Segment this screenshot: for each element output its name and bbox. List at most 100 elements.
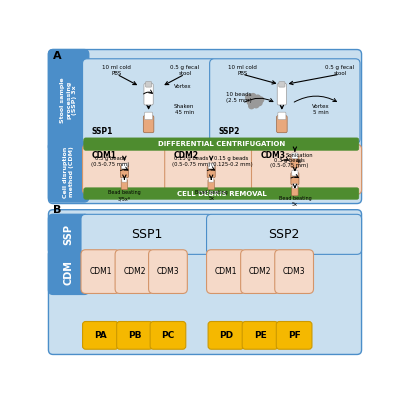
Text: 0.3 g beads
(0.5-0.75 mm): 0.3 g beads (0.5-0.75 mm) bbox=[91, 156, 130, 167]
Text: B: B bbox=[53, 205, 62, 215]
Text: Bead beating
5x: Bead beating 5x bbox=[195, 190, 228, 201]
FancyBboxPatch shape bbox=[48, 142, 89, 202]
Circle shape bbox=[252, 98, 257, 104]
FancyBboxPatch shape bbox=[277, 84, 286, 105]
FancyBboxPatch shape bbox=[48, 250, 89, 294]
Circle shape bbox=[255, 95, 260, 101]
FancyBboxPatch shape bbox=[121, 180, 128, 190]
Circle shape bbox=[253, 102, 259, 108]
FancyBboxPatch shape bbox=[241, 250, 279, 294]
Text: SSP1: SSP1 bbox=[92, 127, 113, 136]
Text: 0.3 g beads
(0.5-0.75 mm): 0.3 g beads (0.5-0.75 mm) bbox=[270, 158, 308, 168]
FancyBboxPatch shape bbox=[121, 163, 128, 169]
Text: 10 ml cold
PBS: 10 ml cold PBS bbox=[228, 65, 257, 76]
Text: 10 ml cold
PBS: 10 ml cold PBS bbox=[102, 65, 131, 76]
FancyBboxPatch shape bbox=[292, 186, 298, 196]
Text: SSP2: SSP2 bbox=[219, 127, 240, 136]
Text: 0.15 g beads
(0.125-0.2 mm): 0.15 g beads (0.125-0.2 mm) bbox=[210, 156, 252, 167]
FancyBboxPatch shape bbox=[146, 82, 152, 87]
FancyBboxPatch shape bbox=[207, 166, 215, 178]
Circle shape bbox=[251, 96, 257, 102]
FancyBboxPatch shape bbox=[292, 153, 298, 159]
FancyBboxPatch shape bbox=[82, 322, 118, 349]
Text: Sonication
4x: Sonication 4x bbox=[286, 153, 313, 164]
Text: SSP2: SSP2 bbox=[268, 228, 300, 241]
Text: SSP1: SSP1 bbox=[131, 228, 162, 241]
Text: Stool sample
processing
(SSP) 3x: Stool sample processing (SSP) 3x bbox=[60, 78, 77, 123]
Text: Bead beating
5x: Bead beating 5x bbox=[278, 196, 311, 207]
Text: CDM2: CDM2 bbox=[173, 150, 198, 160]
Text: PC: PC bbox=[161, 331, 174, 340]
Text: Shaken
45 min: Shaken 45 min bbox=[174, 104, 194, 115]
FancyBboxPatch shape bbox=[208, 163, 214, 169]
FancyBboxPatch shape bbox=[206, 214, 362, 254]
Text: DIFFERENTIAL CENTRIFUGATION: DIFFERENTIAL CENTRIFUGATION bbox=[158, 141, 286, 147]
Text: CDM3: CDM3 bbox=[260, 150, 285, 160]
FancyBboxPatch shape bbox=[48, 50, 362, 204]
FancyBboxPatch shape bbox=[48, 210, 362, 354]
FancyBboxPatch shape bbox=[120, 166, 128, 178]
Text: Vortex: Vortex bbox=[174, 84, 192, 89]
FancyBboxPatch shape bbox=[279, 82, 285, 87]
FancyBboxPatch shape bbox=[81, 250, 120, 294]
Text: 0.5 g fecal
stool: 0.5 g fecal stool bbox=[170, 65, 200, 76]
Text: 0.5 g fecal
stool: 0.5 g fecal stool bbox=[325, 65, 354, 76]
Text: CDM1: CDM1 bbox=[91, 150, 116, 160]
FancyBboxPatch shape bbox=[144, 84, 153, 105]
FancyBboxPatch shape bbox=[122, 178, 127, 182]
FancyBboxPatch shape bbox=[291, 155, 299, 168]
FancyBboxPatch shape bbox=[82, 59, 216, 144]
Text: CDM3: CDM3 bbox=[157, 267, 179, 276]
FancyBboxPatch shape bbox=[206, 250, 245, 294]
Text: Bead beating
3/5x*: Bead beating 3/5x* bbox=[108, 190, 141, 201]
Text: PB: PB bbox=[128, 331, 141, 340]
Circle shape bbox=[246, 94, 251, 100]
FancyBboxPatch shape bbox=[84, 188, 359, 199]
FancyBboxPatch shape bbox=[208, 180, 214, 190]
FancyBboxPatch shape bbox=[209, 178, 214, 182]
FancyBboxPatch shape bbox=[242, 322, 278, 349]
FancyBboxPatch shape bbox=[48, 214, 89, 254]
FancyBboxPatch shape bbox=[84, 138, 359, 150]
Text: Cell disruption
method (CDM): Cell disruption method (CDM) bbox=[63, 146, 74, 198]
FancyBboxPatch shape bbox=[252, 144, 362, 194]
Text: SSP: SSP bbox=[64, 224, 74, 245]
Circle shape bbox=[256, 100, 262, 106]
FancyBboxPatch shape bbox=[210, 59, 360, 144]
Text: PA: PA bbox=[94, 331, 107, 340]
Text: 0.15 g beads
(0.5-0.75 mm): 0.15 g beads (0.5-0.75 mm) bbox=[172, 156, 210, 167]
FancyBboxPatch shape bbox=[148, 250, 187, 294]
FancyBboxPatch shape bbox=[117, 322, 152, 349]
Text: CDM1: CDM1 bbox=[89, 267, 112, 276]
Text: A: A bbox=[53, 51, 62, 61]
Circle shape bbox=[250, 94, 256, 99]
Text: 10 beads
(2.5 mm): 10 beads (2.5 mm) bbox=[226, 92, 252, 103]
FancyBboxPatch shape bbox=[292, 170, 298, 176]
Text: PE: PE bbox=[254, 331, 266, 340]
FancyBboxPatch shape bbox=[115, 250, 154, 294]
Circle shape bbox=[249, 103, 254, 109]
FancyBboxPatch shape bbox=[208, 322, 244, 349]
FancyBboxPatch shape bbox=[143, 116, 154, 133]
Text: CDM3: CDM3 bbox=[283, 267, 306, 276]
Circle shape bbox=[247, 99, 253, 105]
FancyBboxPatch shape bbox=[150, 322, 186, 349]
Text: PF: PF bbox=[288, 331, 300, 340]
Text: CDM2: CDM2 bbox=[123, 267, 146, 276]
FancyBboxPatch shape bbox=[48, 50, 89, 151]
Text: CDM1: CDM1 bbox=[215, 267, 237, 276]
FancyBboxPatch shape bbox=[277, 116, 287, 133]
Text: CELL DEBRIS REMOVAL: CELL DEBRIS REMOVAL bbox=[177, 191, 267, 197]
FancyBboxPatch shape bbox=[292, 184, 297, 188]
Text: Vortex
5 min: Vortex 5 min bbox=[312, 104, 330, 115]
FancyBboxPatch shape bbox=[82, 144, 171, 194]
FancyBboxPatch shape bbox=[144, 112, 153, 120]
FancyBboxPatch shape bbox=[278, 112, 286, 120]
FancyBboxPatch shape bbox=[275, 250, 314, 294]
Text: CDM: CDM bbox=[64, 260, 74, 285]
FancyBboxPatch shape bbox=[291, 172, 299, 185]
FancyBboxPatch shape bbox=[165, 144, 258, 194]
Text: PD: PD bbox=[219, 331, 233, 340]
Text: CDM2: CDM2 bbox=[249, 267, 271, 276]
Circle shape bbox=[258, 97, 264, 102]
